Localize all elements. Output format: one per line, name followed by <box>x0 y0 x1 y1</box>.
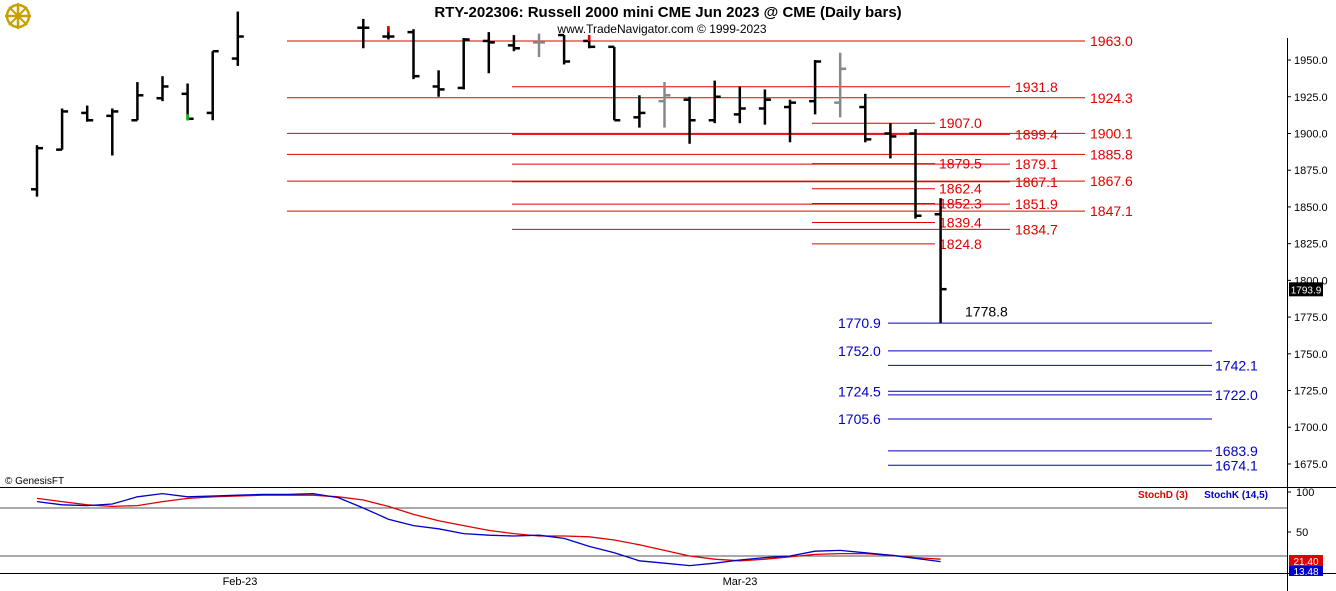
level-label: 1770.9 <box>838 315 881 331</box>
stoch-tick-label: 50 <box>1296 527 1308 539</box>
price-bar <box>31 145 43 197</box>
price-bar <box>859 93 872 143</box>
price-tick-label: 1950.0 <box>1294 55 1328 67</box>
level-label: 1705.6 <box>838 411 881 427</box>
level-label: 1900.1 <box>1090 125 1133 141</box>
level-label: 1674.1 <box>1215 457 1258 473</box>
price-tick-label: 1675.0 <box>1294 459 1328 471</box>
price-bar <box>106 108 119 156</box>
price-bar <box>809 60 822 115</box>
level-label: 1879.5 <box>939 156 982 172</box>
price-tick-label: 1775.0 <box>1294 312 1328 324</box>
price-tick-label: 1825.0 <box>1294 239 1328 251</box>
price-bar <box>156 76 169 102</box>
price-tick-label: 1900.0 <box>1294 128 1328 140</box>
level-label: 1839.4 <box>939 214 982 230</box>
chart-title: RTY-202306: Russell 2000 mini CME Jun 20… <box>434 4 901 21</box>
level-label: 1752.0 <box>838 343 881 359</box>
price-levels: 1963.0 1931.8 1924.3 1907.0 1899.4 1900.1 1885… <box>287 33 1258 473</box>
level-label: 1683.9 <box>1215 443 1258 459</box>
price-tick-label: 1700.0 <box>1294 422 1328 434</box>
level-label: 1899.4 <box>1015 126 1058 142</box>
legend-stochd: StochD (3) <box>1138 490 1188 501</box>
x-axis-label: Mar-23 <box>723 576 758 588</box>
price-bar <box>733 86 746 124</box>
level-label: 1847.1 <box>1090 203 1133 219</box>
price-bar <box>633 95 646 128</box>
price-bar <box>934 198 947 323</box>
price-tick-label: 1750.0 <box>1294 349 1328 361</box>
level-label: 1851.9 <box>1015 196 1058 212</box>
price-bar <box>81 105 94 122</box>
price-bar <box>784 99 796 143</box>
level-label: 1722.0 <box>1215 387 1258 403</box>
price-bar <box>884 123 897 159</box>
chart-subtitle: www.TradeNavigator.com © 1999-2023 <box>556 22 766 36</box>
level-label: 1885.8 <box>1090 146 1133 162</box>
level-label: 1724.5 <box>838 383 881 399</box>
stochastic-panel: 100 50 <box>0 487 1314 567</box>
last-price-tag: 1793.9 <box>1289 282 1323 297</box>
price-bar <box>131 82 144 122</box>
level-label: 1907.0 <box>939 115 982 131</box>
x-axis-labels: Feb-23 Mar-23 <box>223 576 758 588</box>
level-label: 1867.6 <box>1090 173 1133 189</box>
level-label: 1742.1 <box>1215 357 1258 373</box>
watermark: © GenesisFT <box>5 476 64 487</box>
level-label: 1834.7 <box>1015 221 1058 237</box>
price-tick-label: 1925.0 <box>1294 92 1328 104</box>
level-label: 1867.1 <box>1015 174 1058 190</box>
price-bar <box>708 80 721 124</box>
stoch-tick-label: 100 <box>1296 487 1314 499</box>
level-label: 1824.8 <box>939 236 982 252</box>
stoch-series-line <box>36 494 941 562</box>
price-bar <box>56 108 69 151</box>
x-axis-label: Feb-23 <box>223 576 258 588</box>
stochk-last-label: 13.48 <box>1293 567 1318 578</box>
price-bar <box>457 38 470 90</box>
level-label: 1852.3 <box>939 196 982 212</box>
last-price-label: 1793.9 <box>1291 285 1322 296</box>
stochd-last-label: 21.40 <box>1293 557 1318 568</box>
price-bar <box>583 35 596 49</box>
level-label: 1924.3 <box>1090 90 1133 106</box>
price-bar <box>357 18 370 49</box>
price-bar <box>834 52 847 118</box>
stoch-series-line <box>36 492 941 567</box>
level-label: 1862.4 <box>939 181 982 197</box>
price-bar <box>407 29 420 80</box>
level-label: 1931.8 <box>1015 79 1058 95</box>
price-bars <box>31 11 947 323</box>
level-label: 1879.1 <box>1015 156 1058 172</box>
price-bar <box>432 70 445 97</box>
price-bar <box>231 11 244 66</box>
level-label: 1963.0 <box>1090 33 1133 49</box>
price-bar <box>533 33 545 58</box>
price-axis: 1950.01925.01900.01875.01850.01825.01800… <box>1287 55 1328 471</box>
price-tick-label: 1875.0 <box>1294 165 1328 177</box>
price-bar <box>758 89 771 125</box>
stoch-last-tags: 21.40 13.48 <box>1289 555 1323 578</box>
price-bar <box>206 49 219 121</box>
price-bar <box>558 33 571 65</box>
price-bar <box>683 96 696 144</box>
price-bar <box>608 45 621 122</box>
price-bar <box>382 26 395 40</box>
price-bar <box>482 32 495 74</box>
logo-icon <box>5 3 31 29</box>
price-tick-label: 1725.0 <box>1294 386 1328 398</box>
price-bar <box>181 83 194 121</box>
price-tick-label: 1850.0 <box>1294 202 1328 214</box>
legend-stochk: StochK (14,5) <box>1204 490 1268 501</box>
price-bar <box>909 129 922 219</box>
price-bar <box>658 82 671 128</box>
price-bar <box>507 35 520 52</box>
level-label: 1778.8 <box>965 304 1008 320</box>
